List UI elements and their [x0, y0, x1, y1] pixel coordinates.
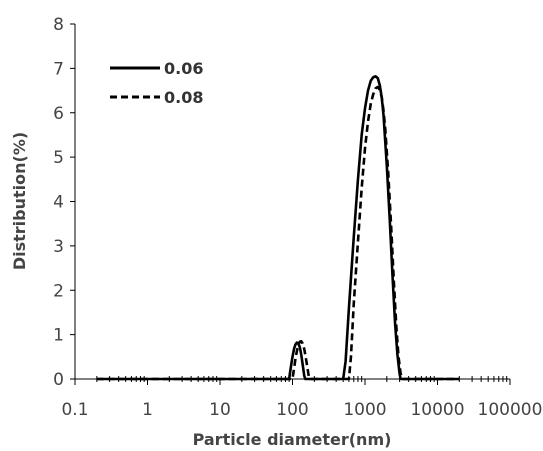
legend: 0.06 0.08 [110, 59, 203, 107]
x-tick-label-10: 10 [209, 400, 231, 420]
legend-label-0.08: 0.08 [164, 88, 203, 107]
y-tick-label-0: 0 [53, 370, 64, 390]
x-tick-label-0.1: 0.1 [61, 400, 88, 420]
x-tick-labels: 0.1 1 10 100 1000 10000 100000 [61, 400, 542, 420]
y-tick-label-1: 1 [53, 326, 64, 346]
y-tick-labels: 0 1 2 3 4 5 6 7 8 [53, 15, 64, 390]
series-layer [96, 75, 460, 381]
x-ticks [74, 376, 511, 385]
y-tick-label-6: 6 [53, 104, 64, 124]
y-tick-label-2: 2 [53, 281, 64, 301]
y-tick-label-8: 8 [53, 15, 64, 35]
y-tick-label-5: 5 [53, 148, 64, 168]
series-line-0.08 [96, 85, 460, 381]
y-tick-label-3: 3 [53, 237, 64, 257]
legend-label-0.06: 0.06 [164, 59, 203, 78]
x-tick-label-100: 100 [276, 400, 308, 420]
x-tick-label-10000: 10000 [410, 400, 464, 420]
x-tick-label-1: 1 [142, 400, 153, 420]
x-tick-label-100000: 100000 [478, 400, 543, 420]
y-tick-label-7: 7 [53, 59, 64, 79]
x-axis-title: Particle diameter(nm) [193, 430, 392, 449]
series-line-0.06 [96, 75, 460, 381]
y-tick-label-4: 4 [53, 193, 64, 213]
x-tick-label-1000: 1000 [343, 400, 386, 420]
y-axis-title: Distribution(%) [10, 132, 29, 270]
y-ticks [70, 23, 75, 380]
